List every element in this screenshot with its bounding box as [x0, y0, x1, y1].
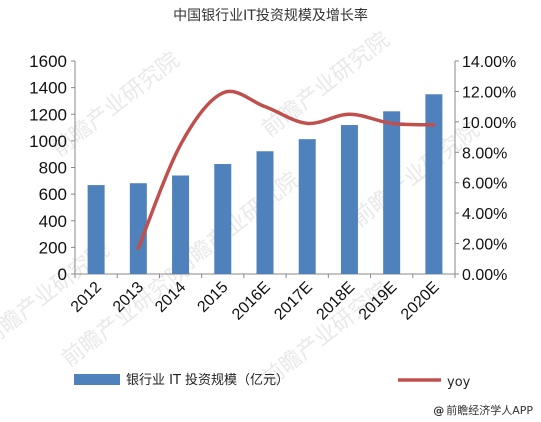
- x-axis-tick-label: 2016E: [229, 279, 274, 324]
- right-axis-tick-label: 4.00%: [462, 206, 507, 223]
- source-credit: @ 前瞻经济学人APP: [433, 402, 533, 418]
- left-axis-tick-label: 600: [39, 185, 67, 204]
- left-axis-tick-label: 1600: [29, 52, 67, 71]
- watermark-text: 前瞻产业研究院: [48, 48, 185, 163]
- bar: [298, 139, 316, 274]
- chart-legend: 银行业 IT 投资规模（亿元） yoy: [74, 372, 471, 390]
- right-axis-tick-label: 6.00%: [462, 176, 507, 193]
- x-axis-tick-label: 2015: [194, 279, 231, 316]
- bar: [340, 125, 358, 274]
- right-axis-tick-label: 8.00%: [462, 145, 507, 162]
- x-axis-tick-label: 2017E: [271, 279, 316, 324]
- bar: [383, 111, 401, 274]
- bar: [172, 175, 190, 274]
- watermark-text: 前瞻产业研究院: [258, 28, 395, 143]
- right-axis-tick-label: 0.00%: [462, 267, 507, 284]
- bar: [425, 94, 443, 274]
- right-axis-tick-label: 10.00%: [462, 115, 516, 132]
- bar: [256, 151, 274, 274]
- bar: [129, 183, 147, 274]
- x-axis-tick-label: 2020E: [398, 279, 443, 324]
- left-axis-tick-label: 0: [58, 265, 67, 284]
- right-axis-tick-label: 12.00%: [462, 84, 516, 101]
- chart-title: 中国银行业IT投资规模及增长率: [173, 8, 368, 24]
- legend-bar-swatch: [74, 374, 120, 385]
- bar: [87, 185, 105, 274]
- line-series: [136, 89, 436, 250]
- right-axis-tick-label: 14.00%: [462, 54, 516, 71]
- left-axis-tick-label: 400: [39, 212, 67, 231]
- at-sign: @: [433, 404, 445, 417]
- legend-line-label: yoy: [447, 375, 471, 390]
- source-name: 前瞻经济学人APP: [446, 404, 533, 417]
- left-axis-tick-label: 1000: [29, 132, 67, 151]
- left-axis-tick-label: 800: [39, 159, 67, 178]
- right-axis-tick-label: 2.00%: [462, 237, 507, 254]
- bar-series: [87, 94, 443, 274]
- legend-bar-label: 银行业 IT 投资规模（亿元）: [126, 372, 289, 388]
- left-axis-tick-label: 200: [39, 238, 67, 257]
- bar: [214, 164, 232, 274]
- left-axis-tick-label: 1200: [29, 105, 67, 124]
- left-axis-tick-label: 1400: [29, 79, 67, 98]
- yoy-line: [136, 89, 436, 250]
